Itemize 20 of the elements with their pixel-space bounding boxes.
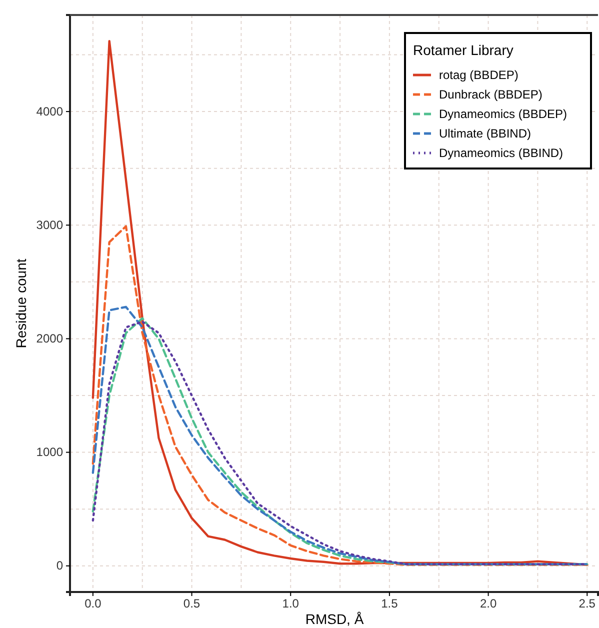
legend-title: Rotamer Library (413, 42, 514, 58)
x-axis-title: RMSD, Å (305, 611, 364, 627)
legend-label: Dynameomics (BBDEP) (439, 107, 568, 121)
legend-label: Dynameomics (BBIND) (439, 146, 564, 160)
y-axis-title: Residue count (13, 258, 29, 348)
y-tick-label: 2000 (36, 332, 64, 346)
legend-label: Ultimate (BBIND) (439, 126, 532, 140)
x-tick-label: 2.0 (480, 596, 497, 611)
y-tick-label: 3000 (36, 218, 64, 232)
x-tick-label: 2.5 (578, 596, 596, 611)
x-tick-label: 1.0 (282, 596, 300, 611)
y-tick-label: 0 (56, 558, 64, 573)
y-tick-label: 1000 (36, 445, 64, 460)
legend-label: rotag (BBDEP) (439, 68, 518, 82)
line-series (92, 225, 588, 566)
x-tick-label: 1.5 (381, 596, 398, 611)
legend-label: Dunbrack (BBDEP) (439, 88, 542, 102)
y-tick-label: 4000 (36, 104, 64, 118)
x-tick-label: 0.5 (183, 596, 200, 611)
x-tick-label: 0.0 (84, 596, 102, 611)
